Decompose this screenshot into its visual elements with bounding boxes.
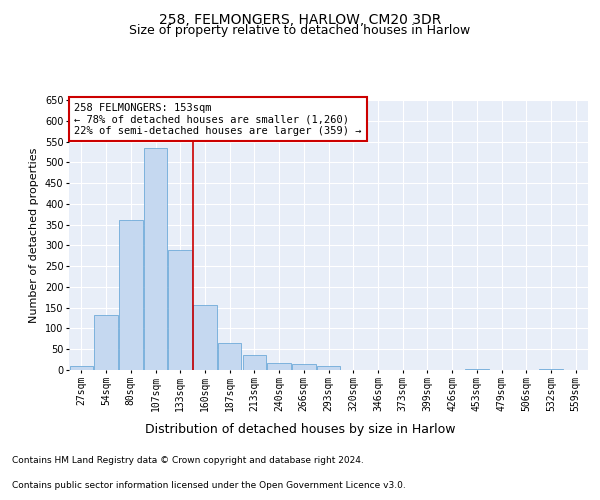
Bar: [218, 343, 241, 370]
Text: Contains public sector information licensed under the Open Government Licence v3: Contains public sector information licen…: [12, 481, 406, 490]
Text: 258, FELMONGERS, HARLOW, CM20 3DR: 258, FELMONGERS, HARLOW, CM20 3DR: [159, 12, 441, 26]
Text: Size of property relative to detached houses in Harlow: Size of property relative to detached ho…: [130, 24, 470, 37]
Bar: [119, 220, 143, 370]
Text: 258 FELMONGERS: 153sqm
← 78% of detached houses are smaller (1,260)
22% of semi-: 258 FELMONGERS: 153sqm ← 78% of detached…: [74, 102, 362, 136]
Bar: [70, 366, 93, 370]
Bar: [144, 148, 167, 370]
Text: Distribution of detached houses by size in Harlow: Distribution of detached houses by size …: [145, 422, 455, 436]
Bar: [268, 362, 291, 370]
Bar: [193, 305, 217, 370]
Bar: [317, 366, 340, 370]
Text: Contains HM Land Registry data © Crown copyright and database right 2024.: Contains HM Land Registry data © Crown c…: [12, 456, 364, 465]
Bar: [242, 354, 266, 370]
Bar: [465, 369, 488, 370]
Bar: [292, 364, 316, 370]
Bar: [94, 315, 118, 370]
Bar: [539, 369, 563, 370]
Bar: [169, 250, 192, 370]
Y-axis label: Number of detached properties: Number of detached properties: [29, 148, 39, 322]
